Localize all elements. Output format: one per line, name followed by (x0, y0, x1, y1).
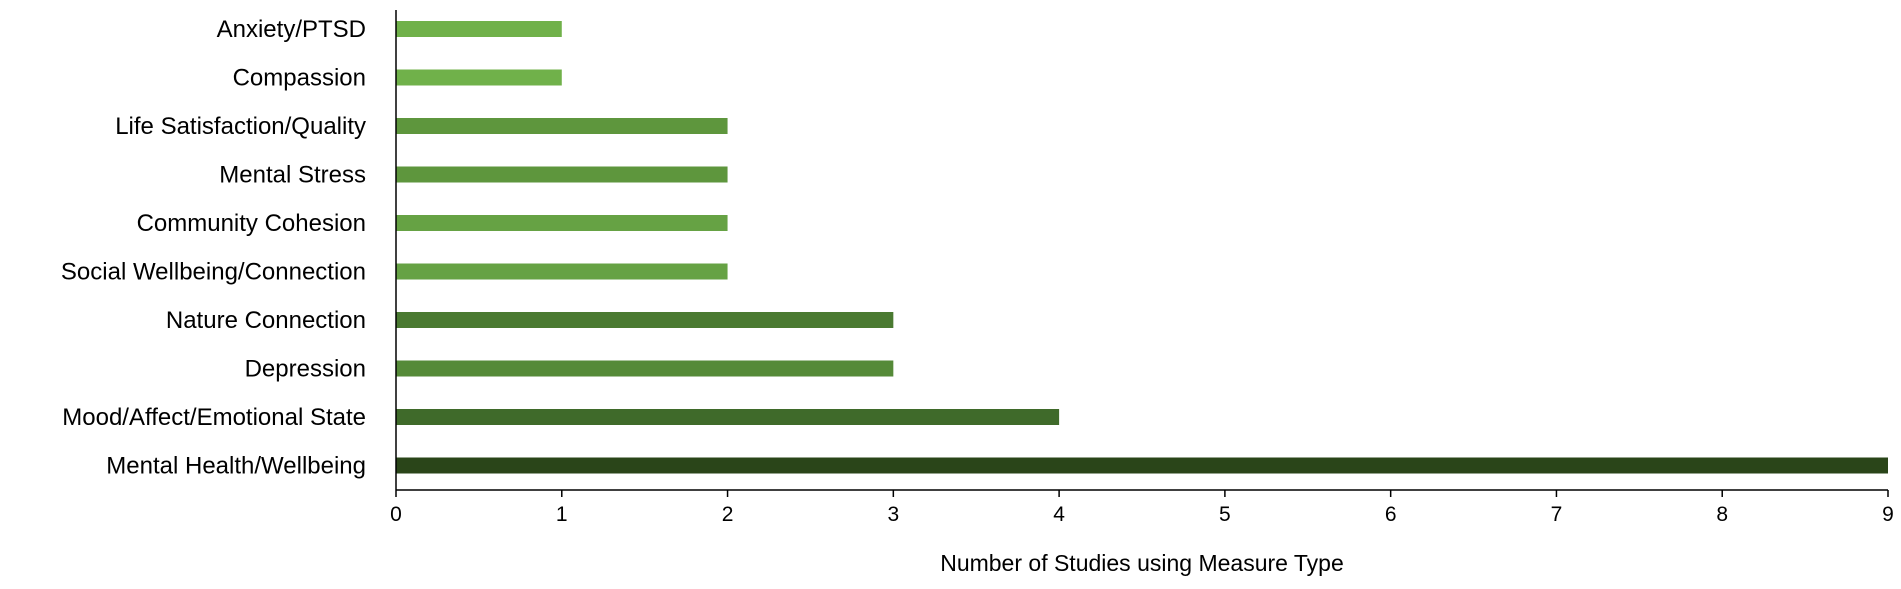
bar-community-cohesion (396, 215, 728, 231)
x-tick-label: 2 (722, 503, 734, 526)
category-label: Life Satisfaction/Quality (115, 113, 366, 140)
category-label: Mental Health/Wellbeing (106, 453, 366, 480)
x-tick-label: 5 (1219, 503, 1231, 526)
bar-nature-connection (396, 312, 894, 328)
x-tick-label: 6 (1385, 503, 1397, 526)
category-label: Community Cohesion (137, 210, 366, 237)
category-label: Depression (245, 356, 366, 383)
x-tick-label: 0 (390, 503, 402, 526)
x-tick-label: 1 (556, 503, 568, 526)
bar-mood-affect-emotional-state (396, 409, 1060, 425)
category-label: Anxiety/PTSD (217, 16, 366, 43)
bar-life-satisfaction-quality (396, 118, 728, 134)
x-tick-label: 3 (887, 503, 899, 526)
bar-mental-stress (396, 166, 728, 183)
x-tick-label: 8 (1716, 503, 1728, 526)
bar-compassion (396, 69, 562, 86)
bars-group (396, 21, 1888, 474)
category-labels: Anxiety/PTSD Compassion Life Satisfaction/… (61, 16, 366, 480)
x-ticks-group: 0 1 2 3 4 5 6 7 8 9 (390, 490, 1894, 526)
category-label: Mood/Affect/Emotional State (62, 404, 366, 431)
x-tick-label: 4 (1053, 503, 1065, 526)
x-tick-label: 9 (1882, 503, 1894, 526)
x-tick-label: 7 (1551, 503, 1563, 526)
category-label: Mental Stress (219, 162, 366, 189)
bar-anxiety-ptsd (396, 21, 562, 37)
bar-social-wellbeing-connection (396, 263, 728, 280)
category-label: Nature Connection (166, 307, 366, 334)
bar-depression (396, 360, 894, 377)
bar-mental-health-wellbeing (396, 457, 1888, 474)
x-axis-title: Number of Studies using Measure Type (940, 550, 1344, 576)
category-label: Social Wellbeing/Connection (61, 259, 366, 286)
category-label: Compassion (233, 65, 366, 92)
